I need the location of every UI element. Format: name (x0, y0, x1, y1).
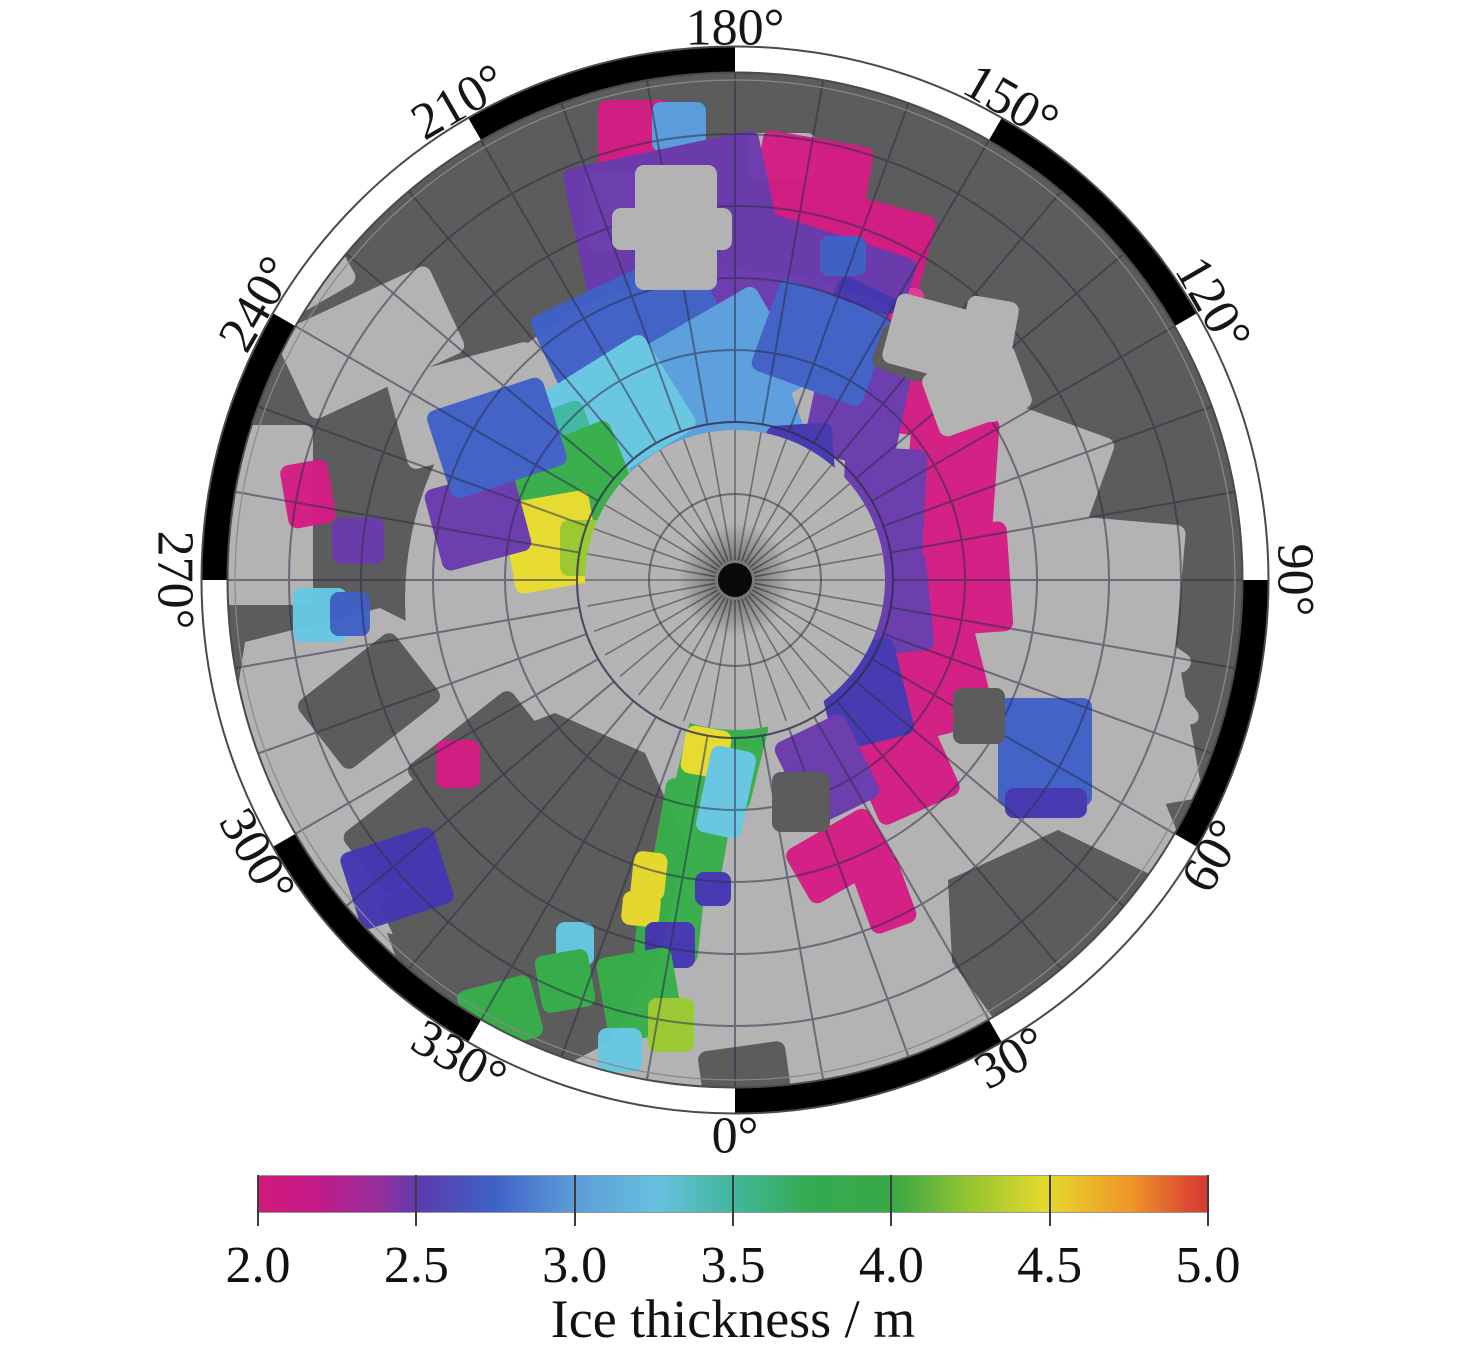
colorbar-tick-label-4.0: 4.0 (858, 1237, 924, 1294)
colorbar-tick-label-2.0: 2.0 (225, 1237, 291, 1294)
colorbar-tick-4.0 (890, 1175, 893, 1226)
lon-label-180: 180° (686, 0, 785, 57)
colorbar-tick-label-5.0: 5.0 (1175, 1237, 1241, 1294)
lon-label-90: 90° (1267, 544, 1324, 617)
colorbar-tick-2.5 (415, 1175, 418, 1226)
graticule (227, 72, 1243, 1088)
colorbar-tick-5.0 (1207, 1175, 1209, 1226)
colorbar-tick-4.5 (1048, 1175, 1051, 1226)
colorbar-tick-label-3.5: 3.5 (700, 1237, 766, 1294)
colorbar-tick-label-3.0: 3.0 (542, 1237, 608, 1294)
north-pole-dot (718, 563, 752, 597)
ice-thickness-patches (240, 100, 1092, 1072)
colorbar-title: Ice thickness / m (550, 1289, 916, 1349)
colorbar-tick-3.5 (732, 1175, 734, 1226)
lon-label-0: 0° (712, 1108, 759, 1165)
colorbar-tick-3.0 (573, 1175, 576, 1226)
rim-ring (200, 45, 1270, 1115)
colorbar-tick-label-2.5: 2.5 (383, 1237, 449, 1294)
coastal-overlays (612, 165, 1032, 832)
lon-label-270: 270° (147, 531, 204, 630)
colorbar-tick-2.0 (257, 1175, 259, 1226)
pole-hole (576, 421, 894, 739)
colorbar-tick-label-4.5: 4.5 (1017, 1237, 1083, 1294)
